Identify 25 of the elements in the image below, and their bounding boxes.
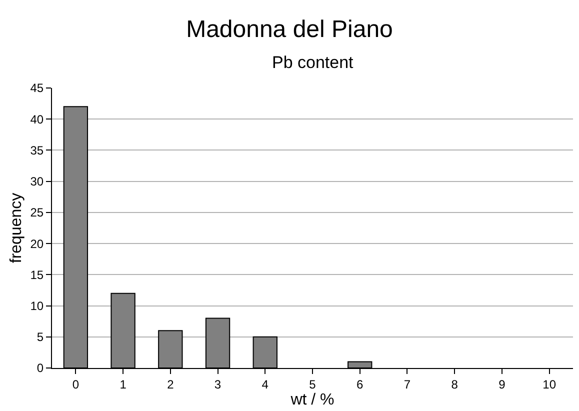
y-tick-label: 35	[30, 143, 44, 158]
y-tick-label: 45	[30, 81, 44, 96]
x-tick-label: 10	[542, 377, 556, 392]
y-tick-label: 15	[30, 268, 44, 282]
x-axis-title: wt / %	[290, 391, 334, 408]
x-tick-label: 2	[167, 377, 174, 392]
x-tick-label: 5	[309, 377, 316, 392]
x-tick-label: 4	[262, 377, 269, 392]
y-tick-label: 30	[30, 174, 44, 189]
chart-title: Madonna del Piano	[186, 16, 393, 44]
x-tick-label: 0	[72, 377, 80, 392]
y-tick-label: 40	[30, 112, 44, 126]
x-tick-label: 6	[356, 377, 364, 392]
y-tick-label: 10	[30, 298, 44, 313]
y-tick-label: 5	[36, 330, 44, 344]
y-tick-label: 25	[30, 206, 44, 220]
chart-subtitle: Pb content	[272, 53, 354, 72]
x-tick-label: 3	[214, 377, 222, 392]
y-tick-label: 0	[36, 361, 44, 376]
x-tick-label: 1	[120, 377, 127, 392]
x-tick-label: 9	[498, 377, 506, 392]
y-tick-label: 20	[30, 236, 44, 251]
y-axis-title: frequency	[8, 192, 26, 264]
x-tick-label: 7	[404, 377, 411, 392]
x-tick-label: 8	[451, 377, 458, 392]
